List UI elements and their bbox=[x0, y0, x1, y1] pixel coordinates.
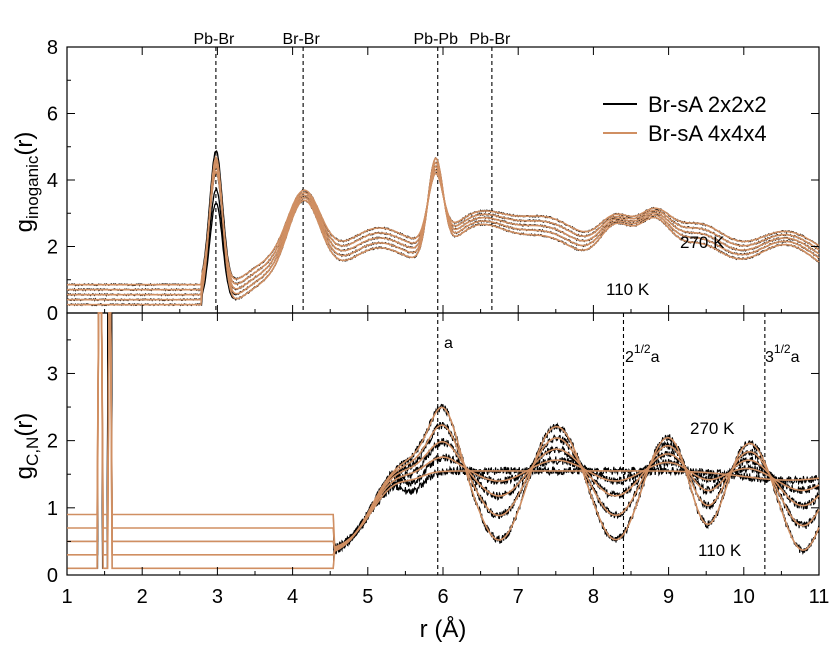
top-ytick-label-4: 4 bbox=[47, 170, 58, 192]
bottom-temp-label-high: 270 K bbox=[690, 419, 735, 438]
top-vline-label-0: Pb-Br bbox=[193, 31, 235, 48]
legend-label-4x4x4: Br-sA 4x4x4 bbox=[648, 121, 767, 146]
bottom-curves bbox=[67, 312, 820, 570]
legend-label-2x2x2: Br-sA 2x2x2 bbox=[648, 92, 767, 117]
bottom-xtick-label-4: 4 bbox=[287, 586, 298, 608]
legend: Br-sA 2x2x2 Br-sA 4x4x4 bbox=[603, 92, 767, 146]
top-ytick-label-2: 2 bbox=[47, 237, 58, 259]
vline-label-sqrt3a: 31/2a bbox=[765, 342, 800, 366]
bottom-ytick-label-1: 1 bbox=[47, 498, 58, 520]
top-ytick-label-8: 8 bbox=[47, 37, 58, 59]
bottom-y-axis-title: gC,N(r) bbox=[11, 413, 42, 480]
top-curve-4x4x4-2 bbox=[67, 160, 820, 296]
bottom-ytick-label-2: 2 bbox=[47, 431, 58, 453]
bottom-xtick-label-3: 3 bbox=[212, 586, 223, 608]
top-curve-4x4x4-4 bbox=[67, 169, 820, 286]
top-panel: 0 2 4 6 8 Pb-Br Br-Br Pb-Pb Pb-Br 270 K 110 K B… bbox=[11, 31, 820, 325]
bottom-xtick-label-9: 9 bbox=[663, 586, 674, 608]
vline-label-sqrt2a: 21/2a bbox=[625, 342, 660, 366]
top-vline-label-3: Pb-Br bbox=[469, 31, 511, 48]
bottom-ytick-label-0: 0 bbox=[47, 565, 58, 587]
top-temp-label-low: 110 K bbox=[606, 280, 650, 299]
bottom-ytick-label-3: 3 bbox=[47, 363, 58, 385]
top-curve-2x2x2-1 bbox=[66, 161, 820, 302]
bottom-reference-lines bbox=[437, 313, 766, 575]
top-vline-label-1: Br-Br bbox=[282, 31, 320, 48]
bottom-xtick-label-2: 2 bbox=[137, 586, 148, 608]
bottom-xtick-label-10: 10 bbox=[733, 586, 755, 608]
top-y-axis-title: ginoganic(r) bbox=[11, 132, 42, 233]
bottom-xtick-label-1: 1 bbox=[61, 586, 72, 608]
bottom-curve-4x4x4-3 bbox=[67, 312, 820, 550]
bottom-xtick-label-7: 7 bbox=[513, 586, 524, 608]
top-plot-frame bbox=[66, 46, 820, 314]
bottom-curve-4x4x4-0 bbox=[67, 312, 820, 570]
x-axis-title: r (Å) bbox=[420, 615, 467, 643]
top-curve-4x4x4-3 bbox=[67, 164, 820, 291]
top-curve-2x2x2-0 bbox=[66, 156, 820, 307]
top-curve-2x2x2-4 bbox=[66, 150, 820, 287]
top-ytick-label-6: 6 bbox=[47, 104, 58, 126]
top-ticks: 0 2 4 6 8 bbox=[47, 37, 820, 325]
top-reference-lines bbox=[215, 47, 493, 313]
top-vline-label-2: Pb-Pb bbox=[414, 31, 459, 48]
top-ytick-label-0: 0 bbox=[47, 303, 58, 325]
top-temp-label-high: 270 K bbox=[680, 233, 725, 252]
bottom-xtick-label-6: 6 bbox=[437, 586, 448, 608]
bottom-xtick-label-8: 8 bbox=[588, 586, 599, 608]
bottom-curve-4x4x4-4 bbox=[67, 312, 820, 549]
vline-label-a: a bbox=[444, 335, 453, 352]
bottom-xtick-label-11: 11 bbox=[809, 586, 830, 608]
bottom-xtick-label-5: 5 bbox=[362, 586, 373, 608]
bottom-curve-4x4x4-1 bbox=[67, 312, 820, 556]
bottom-temp-label-low: 110 K bbox=[698, 541, 742, 560]
top-curves bbox=[66, 150, 820, 307]
top-reference-labels: Pb-Br Br-Br Pb-Pb Pb-Br bbox=[193, 31, 511, 48]
bottom-curve-4x4x4-2 bbox=[67, 312, 820, 551]
